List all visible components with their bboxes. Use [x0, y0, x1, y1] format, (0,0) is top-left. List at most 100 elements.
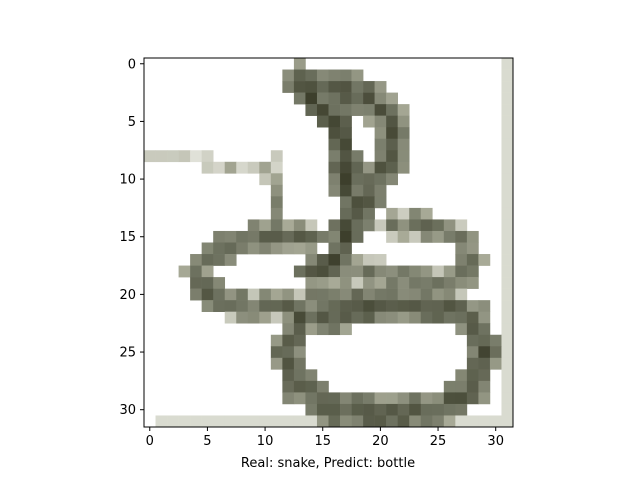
image-pixel: [420, 288, 433, 301]
image-pixel: [466, 380, 479, 393]
image-pixel: [293, 334, 306, 347]
image-pixel: [420, 230, 433, 243]
image-pixel: [363, 207, 375, 220]
image-pixel: [374, 150, 387, 163]
image-pixel: [293, 346, 306, 359]
image-pixel: [316, 415, 329, 427]
image-pixel: [282, 380, 295, 393]
image-pixel: [270, 173, 283, 186]
image-pixel: [363, 254, 375, 266]
image-pixel: [293, 242, 306, 255]
image-pixel: [501, 173, 513, 186]
image-pixel: [224, 288, 237, 301]
image-pixel: [363, 288, 375, 301]
image-pixel: [270, 150, 283, 163]
image-pixel: [351, 92, 364, 105]
image-pixel: [455, 403, 468, 416]
image-pixel: [420, 403, 433, 416]
image-pixel: [397, 150, 410, 163]
image-pixel: [340, 265, 352, 278]
image-pixel: [259, 230, 272, 243]
image-pixel: [328, 242, 341, 255]
image-pixel: [293, 369, 306, 382]
y-tick-label: 10: [119, 173, 136, 188]
x-tick-label: 20: [372, 434, 389, 449]
image-pixel: [293, 311, 306, 324]
image-pixel: [409, 311, 422, 324]
image-pixel: [478, 323, 491, 336]
image-pixel: [466, 230, 479, 243]
image-pixel: [190, 415, 202, 427]
image-pixel: [409, 230, 422, 243]
image-pixel: [374, 392, 387, 405]
image-pixel: [478, 311, 491, 324]
image-pixel: [443, 230, 456, 243]
x-tick-label: 0: [146, 434, 154, 449]
image-pixel: [282, 392, 295, 405]
image-pixel: [386, 415, 398, 427]
image-pixel: [455, 323, 468, 336]
image-pixel: [351, 196, 364, 209]
image-pixel: [328, 392, 341, 405]
image-pixel: [340, 288, 352, 301]
image-pixel: [466, 392, 479, 405]
image-pixel: [351, 311, 364, 324]
image-pixel: [432, 311, 445, 324]
image-pixel: [386, 115, 398, 128]
image-pixel: [270, 207, 283, 220]
image-pixel: [455, 415, 468, 427]
image-pixel: [316, 254, 329, 266]
image-pixel: [328, 277, 341, 289]
image-pixel: [432, 265, 445, 278]
image-pixel: [282, 334, 295, 347]
image-pixel: [305, 369, 318, 382]
image-pixel: [397, 127, 410, 140]
image-pixel: [282, 357, 295, 370]
image-pixel: [501, 207, 513, 220]
image-pixel: [282, 219, 295, 232]
image-pixel: [443, 265, 456, 278]
image-pixel: [501, 323, 513, 336]
image-pixel: [386, 219, 398, 232]
image-pixel: [351, 265, 364, 278]
image-pixel: [328, 69, 341, 82]
image-pixel: [374, 81, 387, 93]
image-pixel: [478, 357, 491, 370]
image-pixel: [420, 415, 433, 427]
image-pixel: [293, 92, 306, 105]
image-pixel: [374, 138, 387, 151]
x-tick-label: 5: [203, 434, 211, 449]
image-pixel: [328, 161, 341, 174]
image-pixel: [316, 323, 329, 336]
image-pixel: [282, 346, 295, 359]
image-pixel: [305, 323, 318, 336]
image-pixel: [224, 230, 237, 243]
image-pixel: [340, 311, 352, 324]
image-pixel: [340, 277, 352, 289]
image-pixel: [386, 173, 398, 186]
image-pixel: [443, 288, 456, 301]
image-pixel: [155, 415, 168, 427]
image-pixel: [397, 403, 410, 416]
image-pixel: [328, 150, 341, 163]
image-pixel: [455, 300, 468, 312]
image-pixel: [340, 300, 352, 312]
image-pixel: [340, 150, 352, 163]
image-pixel: [501, 161, 513, 174]
image-pixel: [328, 265, 341, 278]
image-pixel: [466, 369, 479, 382]
image-pixel: [340, 230, 352, 243]
image-pixel: [501, 346, 513, 359]
image-pixel: [466, 300, 479, 312]
image-pixel: [293, 415, 306, 427]
image-pixel: [501, 81, 513, 93]
image-pixel: [351, 184, 364, 197]
image-pixel: [351, 415, 364, 427]
image-pixel: [501, 254, 513, 266]
image-pixel: [363, 81, 375, 93]
image-pixel: [305, 415, 318, 427]
image-pixel: [478, 334, 491, 347]
image-pixel: [201, 415, 214, 427]
image-pixel: [409, 415, 422, 427]
